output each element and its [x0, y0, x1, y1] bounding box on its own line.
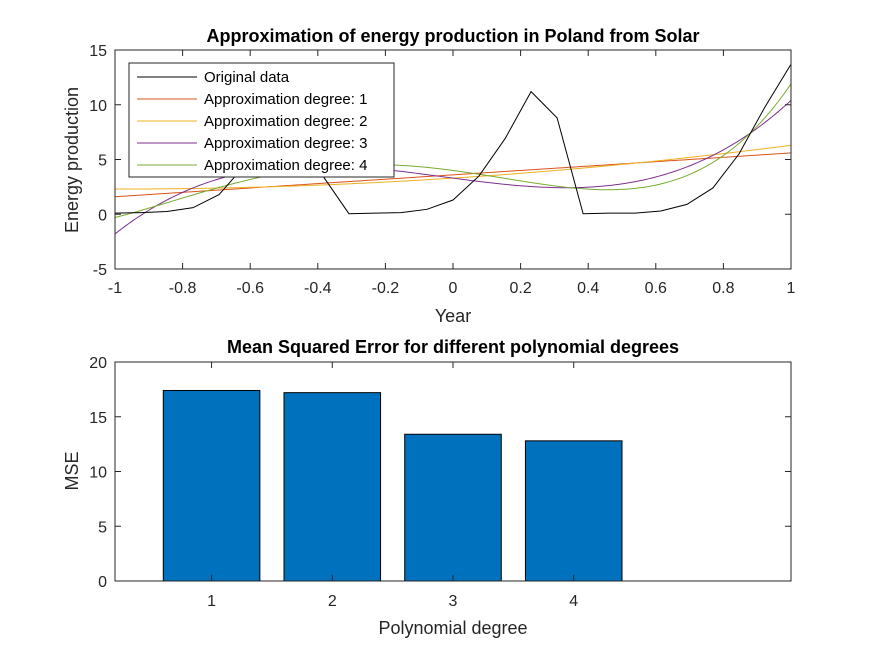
- legend-entry: Approximation degree: 3: [204, 135, 367, 152]
- legend-entry: Original data: [204, 69, 290, 86]
- x-tick-label: 0.8: [712, 280, 734, 297]
- x-tick-label: 0.4: [577, 280, 599, 297]
- y-tick-label: -5: [93, 262, 107, 279]
- x-tick-label: -0.4: [304, 280, 332, 297]
- x-tick-label: -1: [108, 280, 122, 297]
- bar-degree-3: [404, 433, 502, 582]
- legend-entry: Approximation degree: 2: [204, 113, 367, 130]
- bar-chart-title: Mean Squared Error for different polynom…: [227, 337, 679, 357]
- bar-degree-1: [162, 389, 261, 582]
- bar-x-tick-label: 3: [449, 593, 458, 610]
- x-tick-label: -0.2: [372, 280, 400, 297]
- x-tick-label: 0: [449, 280, 458, 297]
- x-tick-label: 1: [787, 280, 796, 297]
- bar-degree-2: [283, 392, 382, 582]
- bar-y-tick-label: 5: [98, 519, 107, 536]
- y-tick-label: 0: [98, 207, 107, 224]
- series-line-original-data: [114, 63, 792, 215]
- line-y-axis-label: Energy production: [62, 87, 82, 233]
- bar-x-tick-label: 1: [207, 593, 216, 610]
- legend-entry: Approximation degree: 4: [204, 157, 367, 174]
- legend-entry: Approximation degree: 1: [204, 91, 367, 108]
- y-tick-label: 15: [89, 43, 107, 60]
- line-chart-title: Approximation of energy production in Po…: [206, 26, 699, 46]
- legend-box: [128, 62, 395, 178]
- bar-y-tick-label: 20: [89, 355, 107, 372]
- x-tick-label: -0.6: [236, 280, 264, 297]
- bar-chart-axes: 1 2 3 4 0 5 10 15 20 Mean Squared Error for diff…: [62, 337, 792, 638]
- y-tick-label: 10: [89, 98, 107, 115]
- bar-y-axis-label: MSE: [62, 451, 82, 490]
- bar-y-tick-label: 15: [89, 410, 107, 427]
- series-line-degree-1: [114, 152, 792, 198]
- line-x-axis-label: Year: [435, 306, 471, 326]
- bar-x-tick-label: 2: [328, 593, 337, 610]
- x-tick-label: 0.6: [645, 280, 667, 297]
- line-ticks-group: -1 -0.8 -0.6 -0.4 -0.2 0 0.2 0.4 0.6 0.8 1 -5 0 5 10 15: [89, 43, 795, 297]
- bar-x-axis-label: Polynomial degree: [378, 618, 527, 638]
- bar-y-tick-label: 0: [98, 574, 107, 591]
- bar-ticks-group: 1 2 3 4 0 5 10 15 20: [89, 355, 791, 610]
- y-tick-label: 5: [98, 153, 107, 170]
- x-tick-label: 0.2: [509, 280, 531, 297]
- x-tick-label: -0.8: [169, 280, 197, 297]
- line-chart-axes: -1 -0.8 -0.6 -0.4 -0.2 0 0.2 0.4 0.6 0.8 1 -5 0 5 10 15…: [62, 26, 796, 326]
- bar-degree-4: [524, 440, 623, 582]
- bar-x-tick-label: 4: [569, 593, 578, 610]
- bars-group: [162, 389, 623, 582]
- bar-y-tick-label: 10: [89, 465, 107, 482]
- legend: Original data Approximation degree: 1 Appr…: [128, 62, 395, 178]
